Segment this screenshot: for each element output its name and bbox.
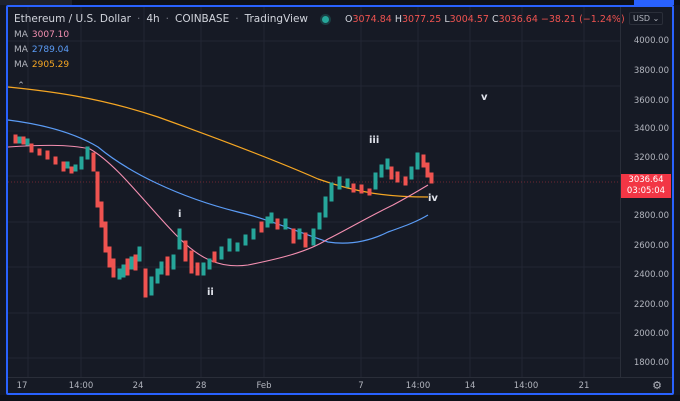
wave-label-iii: iii <box>369 135 380 146</box>
ma-legend-2[interactable]: MA 2789.04 <box>14 45 625 55</box>
ma-label: MA <box>14 45 28 55</box>
close-value: 3036.64 <box>498 13 538 25</box>
chart-pane[interactable]: Ethereum / U.S. Dollar · 4h · COINBASE ·… <box>8 7 625 377</box>
ma-label: MA <box>14 30 28 40</box>
price-tick: 3400.00 <box>633 124 669 134</box>
time-tick: 14 <box>464 381 476 391</box>
price-tick: 3800.00 <box>633 66 669 76</box>
price-axis[interactable]: USD ⌄ 4000.00 3800.00 3600.00 3400.00 32… <box>620 7 673 377</box>
time-tick: 21 <box>578 381 590 391</box>
chart-legend: Ethereum / U.S. Dollar · 4h · COINBASE ·… <box>14 13 625 70</box>
time-tick: 28 <box>195 381 207 391</box>
high-value: 3077.25 <box>402 13 442 25</box>
price-tick: 2000.00 <box>633 329 669 339</box>
currency-selector[interactable]: USD ⌄ <box>629 12 664 25</box>
wave-label-ii: ii <box>207 287 214 298</box>
open-label: O <box>345 13 353 25</box>
price-tick: 2200.00 <box>633 300 669 310</box>
time-tick: 14:00 <box>405 381 431 391</box>
price-tick: 2600.00 <box>633 241 669 251</box>
low-value: 3004.57 <box>449 13 489 25</box>
wave-label-v: v <box>481 92 488 103</box>
time-tick: 24 <box>132 381 144 391</box>
change-value: −38.21 (−1.24%) <box>540 13 625 25</box>
exchange: COINBASE <box>175 13 230 25</box>
last-price-tag: 3036.64 03:05:04 <box>621 174 671 198</box>
price-tick: 2800.00 <box>633 211 669 221</box>
window-top-strip <box>0 0 680 5</box>
ma-label: MA <box>14 60 28 70</box>
ma-value: 2789.04 <box>31 45 70 55</box>
time-tick: 14:00 <box>513 381 539 391</box>
low-label: L <box>444 13 450 25</box>
currency-label: USD <box>633 14 651 23</box>
price-tick: 3600.00 <box>633 96 669 106</box>
chevron-down-icon: ⌄ <box>652 14 660 23</box>
open-value: 3074.84 <box>352 13 392 25</box>
ohlc-values: O3074.84 H3077.25 L3004.57 C3036.64 −38.… <box>345 14 625 25</box>
price-tick: 1800.00 <box>633 358 669 368</box>
ma-value: 3007.10 <box>31 30 70 40</box>
separator: · <box>235 13 239 25</box>
bar-countdown: 03:05:04 <box>626 186 666 196</box>
market-status-icon <box>322 15 330 23</box>
price-tick: 2400.00 <box>633 270 669 280</box>
symbol-title[interactable]: Ethereum / U.S. Dollar · 4h · COINBASE ·… <box>14 13 625 25</box>
last-price: 3036.64 <box>628 175 664 185</box>
collapse-legend-icon[interactable]: ⌃ <box>17 81 25 91</box>
ma-value: 2905.29 <box>31 60 70 70</box>
time-tick: 7 <box>358 381 364 391</box>
separator: · <box>165 13 169 25</box>
chart-canvas[interactable] <box>8 7 620 377</box>
window-bottom-strip <box>0 395 680 401</box>
chart-frame: Ethereum / U.S. Dollar · 4h · COINBASE ·… <box>6 5 674 395</box>
close-label: C <box>491 13 499 25</box>
top-tab <box>0 0 72 5</box>
price-tick: 3200.00 <box>633 153 669 163</box>
top-accent <box>634 0 674 5</box>
time-axis[interactable]: 17 14:00 24 28 Feb 7 14:00 14 14:00 21 ⚙ <box>8 377 672 394</box>
price-tick: 4000.00 <box>633 36 669 46</box>
time-tick: Feb <box>256 381 272 391</box>
wave-label-i: i <box>178 209 182 220</box>
high-label: H <box>394 13 402 25</box>
interval[interactable]: 4h <box>146 13 160 25</box>
source: TradingView <box>244 13 309 25</box>
gear-icon[interactable]: ⚙ <box>652 379 662 392</box>
time-tick: 17 <box>16 381 28 391</box>
time-tick: 14:00 <box>68 381 94 391</box>
symbol-name: Ethereum / U.S. Dollar <box>14 13 131 25</box>
ma-legend-3[interactable]: MA 2905.29 <box>14 60 625 70</box>
wave-label-iv: iv <box>428 193 438 204</box>
separator: · <box>136 13 141 25</box>
ma-legend-1[interactable]: MA 3007.10 <box>14 30 625 40</box>
